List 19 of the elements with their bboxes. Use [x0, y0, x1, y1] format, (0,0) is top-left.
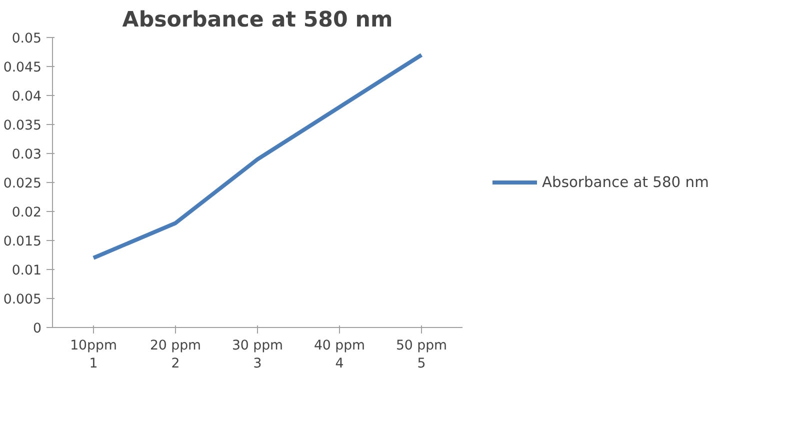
y-tick-label: 0.05 — [12, 32, 42, 46]
y-tick-label: 0.025 — [3, 176, 42, 192]
y-tick-label: 0.03 — [12, 148, 42, 162]
x-tick-label: 40 ppm 4 — [314, 338, 366, 372]
line-series — [92, 52, 424, 260]
y-tick-label: 0 — [33, 322, 42, 336]
x-tick-label: 10ppm 1 — [70, 338, 117, 372]
y-tick-label: 0.005 — [3, 292, 42, 308]
y-tick-label: 0.02 — [12, 206, 42, 220]
legend-label: Absorbance at 580 nm — [542, 174, 709, 190]
y-tick-label: 0.01 — [12, 264, 42, 278]
y-tick-label: 0.04 — [12, 90, 42, 104]
x-tick-label: 30 ppm 3 — [232, 338, 284, 372]
x-tick-label: 50 ppm 5 — [396, 338, 448, 372]
x-tick-label: 20 ppm 2 — [150, 338, 202, 372]
y-tick-label: 0.015 — [3, 234, 42, 250]
y-tick-label: 0.045 — [3, 60, 42, 76]
y-tick-label: 0.035 — [3, 118, 42, 134]
chart-title: Absorbance at 580 nm — [122, 8, 393, 32]
